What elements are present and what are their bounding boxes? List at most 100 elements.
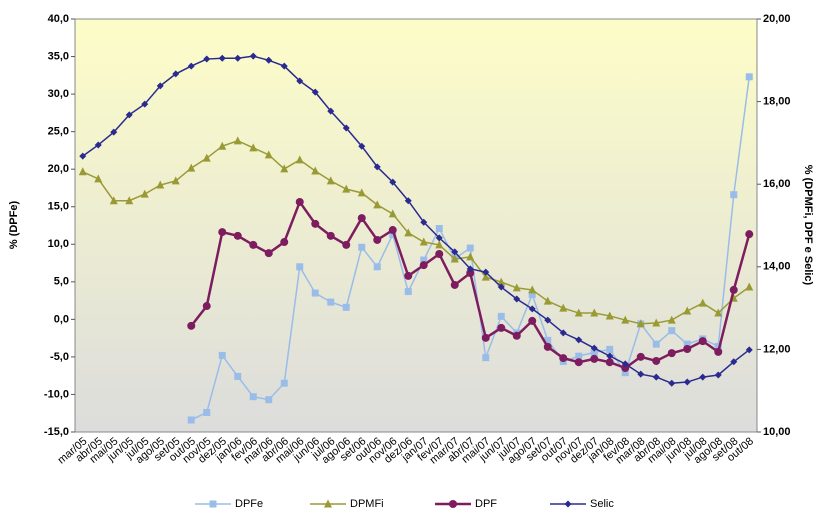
y-tick-label: 5,0 xyxy=(54,276,69,288)
point xyxy=(295,197,304,206)
point xyxy=(296,77,304,85)
point xyxy=(482,354,490,362)
point xyxy=(637,370,645,378)
point xyxy=(280,379,288,387)
point xyxy=(621,369,629,377)
point xyxy=(357,188,366,197)
point xyxy=(264,150,273,159)
point xyxy=(512,331,521,340)
point xyxy=(698,337,707,346)
point xyxy=(466,252,475,261)
point xyxy=(280,238,289,247)
point xyxy=(296,263,304,271)
point xyxy=(745,73,753,81)
point xyxy=(667,349,676,358)
y-tick-label: 0,0 xyxy=(54,313,69,325)
point xyxy=(156,180,165,189)
legend-marker xyxy=(564,500,572,508)
point xyxy=(636,319,645,328)
point xyxy=(435,240,444,249)
point xyxy=(481,333,490,342)
point xyxy=(265,56,273,64)
point xyxy=(435,234,443,242)
point xyxy=(233,136,242,145)
point xyxy=(481,272,490,281)
point xyxy=(668,379,676,387)
point xyxy=(420,218,428,226)
point xyxy=(404,228,413,237)
y-tick-label: 35,0 xyxy=(48,50,69,62)
point xyxy=(203,55,211,63)
point xyxy=(543,342,552,351)
point xyxy=(683,378,691,386)
point xyxy=(187,163,196,172)
legend-label: DPFe xyxy=(235,498,263,510)
legend-marker xyxy=(209,500,217,508)
point xyxy=(79,152,87,160)
y-tick-label: 15,0 xyxy=(48,201,69,213)
point xyxy=(404,271,413,280)
point xyxy=(497,277,506,286)
point xyxy=(559,354,568,363)
point xyxy=(125,111,133,119)
point xyxy=(357,214,366,223)
point xyxy=(311,166,320,175)
point xyxy=(435,249,444,258)
point xyxy=(652,318,661,327)
point xyxy=(203,408,211,416)
point xyxy=(249,393,257,401)
point xyxy=(373,163,381,171)
point xyxy=(590,348,598,356)
y2-tick-label: 18,00 xyxy=(763,96,791,108)
point xyxy=(373,235,382,244)
point xyxy=(342,240,351,249)
point xyxy=(280,62,288,70)
legend-label: DPMFi xyxy=(350,498,384,510)
point xyxy=(94,141,102,149)
y-tick-label: -15,0 xyxy=(44,426,69,438)
point xyxy=(342,184,351,193)
point xyxy=(404,197,412,205)
point xyxy=(652,356,661,365)
point xyxy=(234,54,242,62)
point xyxy=(528,291,536,299)
point xyxy=(265,396,273,404)
point xyxy=(218,228,227,237)
point xyxy=(187,416,195,424)
point xyxy=(745,230,754,239)
point xyxy=(202,302,211,311)
y2-tick-label: 14,00 xyxy=(763,261,791,273)
point xyxy=(125,196,134,205)
point xyxy=(683,340,691,348)
point xyxy=(466,265,474,273)
point xyxy=(420,256,428,264)
point xyxy=(652,373,660,381)
point xyxy=(389,231,397,239)
point xyxy=(652,340,660,348)
y-tick-label: 30,0 xyxy=(48,88,69,100)
y2-tick-label: 12,00 xyxy=(763,343,791,355)
point xyxy=(295,155,304,164)
point xyxy=(497,323,506,332)
point xyxy=(218,141,227,150)
point xyxy=(78,167,87,176)
point xyxy=(388,209,397,218)
point xyxy=(311,289,319,297)
point xyxy=(730,358,738,366)
point xyxy=(575,352,583,360)
point xyxy=(311,88,319,96)
legend-marker xyxy=(449,500,457,508)
point xyxy=(389,178,397,186)
point xyxy=(419,237,428,246)
point xyxy=(140,189,149,198)
point xyxy=(171,176,180,185)
point xyxy=(435,225,443,233)
point xyxy=(94,174,103,183)
point xyxy=(233,231,242,240)
point xyxy=(187,321,196,330)
y-tick-label: 10,0 xyxy=(48,238,69,250)
point xyxy=(714,342,722,350)
point xyxy=(218,351,226,359)
point xyxy=(606,352,614,360)
